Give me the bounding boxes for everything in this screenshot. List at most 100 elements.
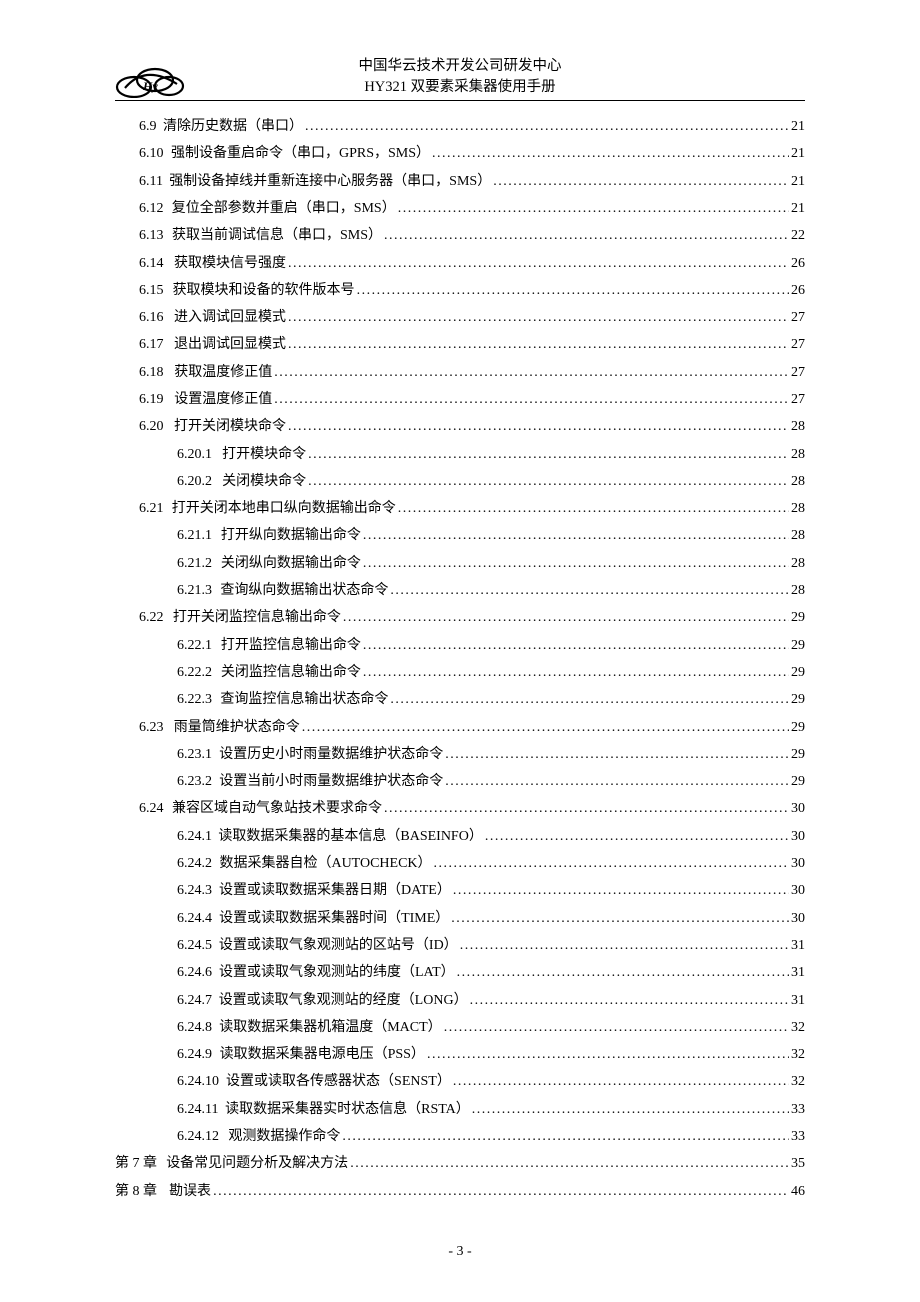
toc-entry-number: 6.23.1 bbox=[177, 741, 212, 768]
toc-entry-page: 28 bbox=[789, 550, 805, 577]
toc-entry-title: 获取模块和设备的软件版本号 bbox=[173, 277, 357, 304]
toc-leader-dots bbox=[384, 795, 789, 822]
toc-row: 6.9清除历史数据（串口）21 bbox=[115, 113, 805, 140]
toc-leader-dots bbox=[363, 522, 789, 549]
toc-entry-page: 27 bbox=[789, 331, 805, 358]
toc-entry-number: 6.23.2 bbox=[177, 768, 212, 795]
toc-entry-page: 21 bbox=[789, 195, 805, 222]
toc-entry-number: 6.16 bbox=[139, 304, 164, 331]
toc-entry-number: 第 8 章 bbox=[115, 1178, 157, 1205]
toc-leader-dots bbox=[308, 441, 789, 468]
toc-entry-title: 打开关闭本地串口纵向数据输出命令 bbox=[172, 495, 398, 522]
toc-leader-dots bbox=[288, 250, 789, 277]
company-logo: Hy bbox=[115, 60, 185, 98]
toc-row: 6.15获取模块和设备的软件版本号26 bbox=[115, 277, 805, 304]
toc-entry-number: 6.24.4 bbox=[177, 905, 212, 932]
toc-entry-title: 打开关闭监控信息输出命令 bbox=[173, 604, 343, 631]
toc-entry-page: 30 bbox=[789, 823, 805, 850]
toc-entry-title: 强制设备重启命令（串口，GPRS，SMS） bbox=[171, 140, 432, 167]
toc-entry-number: 6.24.6 bbox=[177, 959, 212, 986]
toc-leader-dots bbox=[274, 386, 789, 413]
toc-entry-title: 关闭纵向数据输出命令 bbox=[221, 550, 363, 577]
toc-leader-dots bbox=[363, 659, 789, 686]
toc-row: 6.12复位全部参数并重启（串口，SMS）21 bbox=[115, 195, 805, 222]
toc-entry-page: 32 bbox=[789, 1014, 805, 1041]
toc-entry-number: 6.18 bbox=[139, 359, 164, 386]
toc-leader-dots bbox=[357, 277, 789, 304]
toc-leader-dots bbox=[305, 113, 789, 140]
toc-leader-dots bbox=[288, 413, 789, 440]
toc-leader-dots bbox=[460, 932, 789, 959]
toc-entry-title: 获取温度修正值 bbox=[174, 359, 274, 386]
toc-row: 6.24.11读取数据采集器实时状态信息（RSTA）33 bbox=[115, 1096, 805, 1123]
toc-entry-title: 读取数据采集器的基本信息（BASEINFO） bbox=[218, 823, 484, 850]
toc-entry-title: 设置或读取各传感器状态（SENST） bbox=[226, 1068, 453, 1095]
toc-entry-title: 设置或读取数据采集器时间（TIME） bbox=[219, 905, 451, 932]
toc-entry-number: 6.24.5 bbox=[177, 932, 212, 959]
toc-leader-dots bbox=[384, 222, 789, 249]
toc-row: 6.22.2关闭监控信息输出命令29 bbox=[115, 659, 805, 686]
toc-row: 6.24.2数据采集器自检（AUTOCHECK）30 bbox=[115, 850, 805, 877]
toc-leader-dots bbox=[434, 850, 789, 877]
page-container: Hy 中国华云技术开发公司研发中心 HY321 双要素采集器使用手册 6.9清除… bbox=[0, 0, 920, 1302]
toc-row: 6.14获取模块信号强度26 bbox=[115, 250, 805, 277]
toc-row: 6.24.1读取数据采集器的基本信息（BASEINFO）30 bbox=[115, 823, 805, 850]
toc-entry-page: 33 bbox=[789, 1096, 805, 1123]
toc-entry-title: 关闭模块命令 bbox=[222, 468, 308, 495]
toc-leader-dots bbox=[390, 577, 789, 604]
toc-leader-dots bbox=[302, 714, 789, 741]
toc-entry-number: 6.21.3 bbox=[177, 577, 212, 604]
toc-entry-title: 勘误表 bbox=[169, 1178, 213, 1205]
toc-leader-dots bbox=[288, 331, 789, 358]
toc-entry-page: 32 bbox=[789, 1068, 805, 1095]
toc-row: 6.24.9读取数据采集器电源电压（PSS）32 bbox=[115, 1041, 805, 1068]
toc-row: 6.18获取温度修正值27 bbox=[115, 359, 805, 386]
toc-leader-dots bbox=[390, 686, 789, 713]
toc-entry-title: 强制设备掉线并重新连接中心服务器（串口，SMS） bbox=[169, 168, 493, 195]
toc-entry-title: 兼容区域自动气象站技术要求命令 bbox=[172, 795, 384, 822]
svg-text:Hy: Hy bbox=[142, 79, 158, 93]
toc-entry-page: 21 bbox=[789, 168, 805, 195]
toc-entry-page: 27 bbox=[789, 386, 805, 413]
toc-entry-number: 6.15 bbox=[139, 277, 164, 304]
toc-entry-title: 设置当前小时雨量数据维护状态命令 bbox=[219, 768, 445, 795]
toc-entry-number: 6.24.9 bbox=[177, 1041, 212, 1068]
toc-entry-page: 32 bbox=[789, 1041, 805, 1068]
toc-entry-number: 6.24.11 bbox=[177, 1096, 218, 1123]
toc-leader-dots bbox=[288, 304, 789, 331]
toc-entry-title: 查询纵向数据输出状态命令 bbox=[220, 577, 390, 604]
toc-leader-dots bbox=[493, 168, 789, 195]
page-number: - 3 - bbox=[0, 1244, 920, 1260]
toc-entry-page: 28 bbox=[789, 495, 805, 522]
toc-row: 6.21.1打开纵向数据输出命令28 bbox=[115, 522, 805, 549]
toc-entry-number: 6.24.3 bbox=[177, 877, 212, 904]
toc-row: 6.20.2关闭模块命令28 bbox=[115, 468, 805, 495]
toc-row: 6.20.1打开模块命令28 bbox=[115, 441, 805, 468]
toc-entry-number: 6.22.3 bbox=[177, 686, 212, 713]
toc-entry-page: 46 bbox=[789, 1178, 805, 1205]
toc-entry-title: 数据采集器自检（AUTOCHECK） bbox=[219, 850, 433, 877]
toc-entry-number: 6.21 bbox=[139, 495, 164, 522]
toc-leader-dots bbox=[485, 823, 789, 850]
toc-entry-page: 29 bbox=[789, 659, 805, 686]
toc-row: 6.21 打开关闭本地串口纵向数据输出命令 28 bbox=[115, 495, 805, 522]
toc-entry-page: 30 bbox=[789, 905, 805, 932]
toc-leader-dots bbox=[363, 550, 789, 577]
toc-entry-page: 22 bbox=[789, 222, 805, 249]
toc-entry-number: 6.24.2 bbox=[177, 850, 212, 877]
header-text-block: 中国华云技术开发公司研发中心 HY321 双要素采集器使用手册 bbox=[115, 56, 805, 98]
toc-entry-number: 6.24.12 bbox=[177, 1123, 219, 1150]
toc-row: 6.21.2关闭纵向数据输出命令28 bbox=[115, 550, 805, 577]
toc-entry-page: 31 bbox=[789, 959, 805, 986]
toc-entry-title: 设置或读取气象观测站的区站号（ID） bbox=[219, 932, 460, 959]
toc-entry-title: 设置温度修正值 bbox=[174, 386, 274, 413]
toc-row: 6.13获取当前调试信息（串口，SMS）22 bbox=[115, 222, 805, 249]
toc-entry-number: 6.11 bbox=[139, 168, 163, 195]
toc-entry-title: 关闭监控信息输出命令 bbox=[221, 659, 363, 686]
toc-entry-page: 30 bbox=[789, 795, 805, 822]
toc-row: 6.20打开关闭模块命令28 bbox=[115, 413, 805, 440]
toc-entry-title: 打开纵向数据输出命令 bbox=[221, 522, 363, 549]
toc-row: 6.23.2设置当前小时雨量数据维护状态命令29 bbox=[115, 768, 805, 795]
toc-entry-number: 6.12 bbox=[139, 195, 164, 222]
toc-entry-page: 29 bbox=[789, 686, 805, 713]
